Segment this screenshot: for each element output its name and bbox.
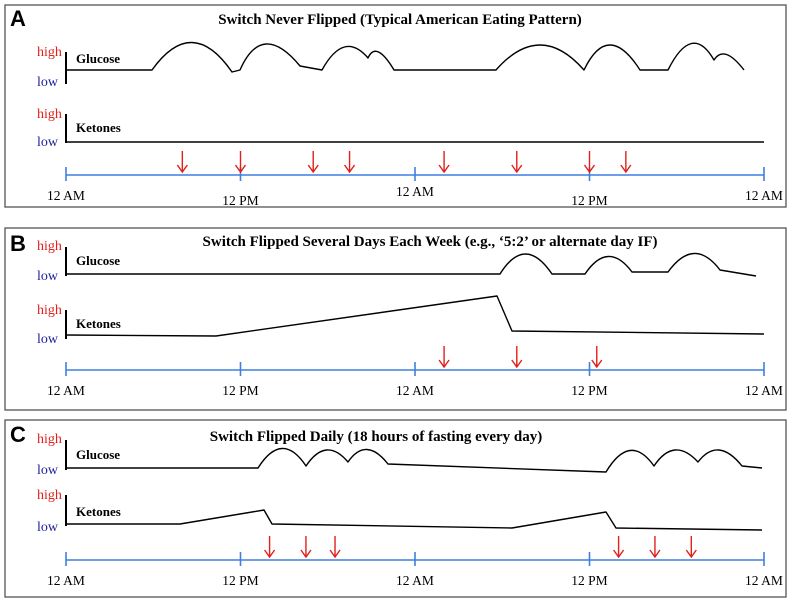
- meal-arrow: [591, 346, 603, 369]
- panel-b-ketones-curve: [65, 295, 765, 337]
- timeline-tick-label: 12 PM: [571, 193, 607, 208]
- panel-b-glucose-label: Glucose: [76, 253, 120, 268]
- meal-arrow: [329, 536, 341, 559]
- panel-a-glucose-label: Glucose: [76, 51, 120, 66]
- panel-c-glucose-high: high: [37, 432, 62, 447]
- meal-arrow: [511, 151, 523, 174]
- timeline-tick-label: 12 PM: [571, 573, 607, 588]
- meal-arrow: [583, 151, 596, 174]
- panel-a: A Switch Never Flipped (Typical American…: [4, 4, 787, 208]
- timeline-tick-label: 12 PM: [222, 573, 258, 588]
- panel-c: C Switch Flipped Daily (18 hours of fast…: [4, 419, 787, 598]
- panel-b-timeline: 12 AM 12 PM 12 AM 12 PM 12 AM: [47, 346, 783, 398]
- panel-b-glucose-low: low: [37, 269, 59, 284]
- panel-c-letter: C: [10, 422, 26, 447]
- meal-arrow: [343, 151, 356, 174]
- panel-c-timeline: 12 AM 12 PM 12 AM 12 PM 12 AM: [47, 536, 783, 588]
- meal-arrow: [511, 346, 523, 369]
- panel-a-glucose-curve: [66, 41, 745, 73]
- meal-arrow: [685, 536, 697, 559]
- panel-a-letter: A: [10, 6, 26, 31]
- panel-c-ketones-curve: [66, 509, 763, 531]
- panel-b-ketones-label: Ketones: [76, 316, 121, 331]
- timeline-tick-label: 12 AM: [745, 383, 783, 398]
- timeline-tick-label: 12 AM: [745, 188, 783, 203]
- meal-arrow: [438, 151, 450, 174]
- panel-b-ketones-low: low: [37, 332, 59, 347]
- panel-b-letter: B: [10, 231, 26, 256]
- panel-c-ketones-label: Ketones: [76, 504, 121, 519]
- meal-arrow: [264, 536, 276, 559]
- timeline-tick-label: 12 PM: [571, 383, 607, 398]
- timeline-tick-label: 12 AM: [396, 383, 434, 398]
- meal-arrow: [438, 346, 450, 369]
- panel-c-frame: [4, 419, 787, 598]
- panel-c-glucose-low: low: [37, 463, 59, 478]
- timeline-tick-label: 12 PM: [222, 193, 258, 208]
- panel-a-ketones-high: high: [37, 107, 62, 122]
- panel-c-glucose-curve: [66, 447, 763, 473]
- panel-b-frame: [4, 227, 787, 411]
- panel-a-frame: [4, 4, 787, 208]
- panel-a-ketones-label: Ketones: [76, 120, 121, 135]
- meal-arrow: [234, 151, 247, 174]
- timeline-tick-label: 12 AM: [396, 184, 434, 199]
- meal-arrow: [307, 151, 319, 174]
- meal-arrow: [649, 536, 661, 559]
- panel-a-glucose-high: high: [37, 45, 62, 60]
- timeline-tick-label: 12 AM: [396, 573, 434, 588]
- meal-arrow: [613, 536, 625, 559]
- panel-c-glucose-label: Glucose: [76, 447, 120, 462]
- timeline-tick-label: 12 PM: [222, 383, 258, 398]
- panel-b: B Switch Flipped Several Days Each Week …: [4, 227, 787, 411]
- timeline-tick-label: 12 AM: [47, 573, 85, 588]
- panel-b-title: Switch Flipped Several Days Each Week (e…: [203, 234, 658, 250]
- panel-c-ketones-high: high: [37, 488, 62, 503]
- panel-b-glucose-curve: [66, 252, 757, 277]
- meal-arrow: [300, 536, 312, 559]
- panel-b-glucose-high: high: [37, 239, 62, 254]
- timeline-tick-label: 12 AM: [47, 383, 85, 398]
- panel-a-glucose-low: low: [37, 75, 59, 90]
- timeline-tick-label: 12 AM: [47, 188, 85, 203]
- panel-c-title: Switch Flipped Daily (18 hours of fastin…: [210, 429, 543, 445]
- panel-a-ketones-low: low: [37, 135, 59, 150]
- panel-b-ketones-high: high: [37, 303, 62, 318]
- panel-a-timeline: 12 AM 12 PM 12 AM 12 PM 12 AM: [47, 151, 783, 208]
- meal-arrow: [176, 151, 188, 174]
- panel-c-ketones-low: low: [37, 520, 59, 535]
- meal-arrow: [620, 151, 632, 174]
- panel-a-title: Switch Never Flipped (Typical American E…: [218, 12, 582, 28]
- timeline-tick-label: 12 AM: [745, 573, 783, 588]
